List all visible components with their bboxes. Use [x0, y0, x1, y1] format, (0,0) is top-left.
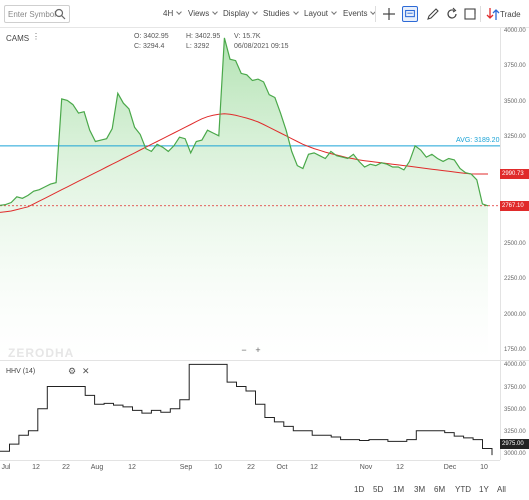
- chevron-down-icon: [252, 9, 259, 15]
- price-y-tick: 3250.00: [504, 134, 526, 141]
- x-tick: 22: [247, 464, 255, 471]
- symbol-name: CAMS: [6, 34, 30, 43]
- x-tick: 10: [214, 464, 222, 471]
- x-tick: Dec: [443, 464, 457, 471]
- symbol-menu-icon[interactable]: ⋮: [32, 32, 40, 41]
- x-tick: Jul: [1, 464, 11, 471]
- search-icon[interactable]: [54, 8, 66, 20]
- range-button-ytd[interactable]: YTD: [455, 485, 471, 494]
- price-y-tick: 4000.00: [504, 27, 526, 34]
- zoom-out-button[interactable]: −: [241, 345, 247, 355]
- price-y-tick: 2000.00: [504, 311, 526, 318]
- ohlc-high: H: 3402.95: [186, 33, 221, 40]
- studies-menu[interactable]: Studies: [263, 9, 299, 18]
- views-menu[interactable]: Views: [188, 9, 219, 18]
- price-y-tick: 3750.00: [504, 63, 526, 70]
- ohlc-close: C: 3294.4: [134, 43, 165, 50]
- chevron-down-icon: [292, 9, 299, 15]
- toolbar-divider: [375, 6, 376, 22]
- range-button-1y[interactable]: 1Y: [479, 485, 489, 494]
- x-tick: 10: [480, 464, 488, 471]
- hhv-chart[interactable]: [0, 360, 500, 460]
- price-y-tick: 3500.00: [504, 98, 526, 105]
- fullscreen-icon[interactable]: [462, 6, 478, 22]
- crosshair-icon[interactable]: [381, 6, 397, 22]
- display-menu[interactable]: Display: [223, 9, 259, 18]
- range-button-1m[interactable]: 1M: [393, 485, 405, 494]
- views-label: Views: [188, 9, 210, 18]
- chevron-down-icon: [331, 9, 337, 15]
- trade-label[interactable]: Trade: [500, 10, 521, 19]
- price-y-axis[interactable]: 4000.003750.003500.003250.003000.002750.…: [500, 28, 529, 360]
- interval-dropdown[interactable]: 4H: [163, 9, 183, 18]
- x-tick: 12: [128, 464, 136, 471]
- hhv-y-tick: 3000.00: [504, 450, 526, 457]
- chevron-down-icon: [176, 9, 183, 15]
- events-label: Events: [343, 9, 368, 18]
- zoom-in-button[interactable]: +: [255, 345, 261, 355]
- x-tick: Sep: [179, 464, 193, 471]
- events-menu[interactable]: Events: [343, 9, 377, 18]
- time-x-axis[interactable]: [0, 460, 500, 474]
- hhv-y-tick: 3500.00: [504, 406, 526, 413]
- ma-value-label: 2990.73: [500, 169, 529, 180]
- layout-menu[interactable]: Layout: [304, 9, 337, 18]
- chart-type-icon[interactable]: [402, 6, 418, 22]
- range-button-5d[interactable]: 5D: [373, 485, 384, 494]
- ohlc-volume: V: 15.7K: [234, 33, 261, 40]
- interval-label: 4H: [163, 9, 174, 18]
- zerodha-watermark: ZERODHA: [8, 346, 75, 360]
- refresh-icon[interactable]: [444, 6, 460, 22]
- avg-label: AVG: 3189.20: [456, 136, 500, 144]
- x-tick: Oct: [276, 464, 288, 471]
- hhv-y-tick: 4000.00: [504, 362, 526, 369]
- range-button-6m[interactable]: 6M: [434, 485, 446, 494]
- price-y-tick: 2500.00: [504, 240, 526, 247]
- range-button-1d[interactable]: 1D: [354, 485, 365, 494]
- x-tick: 22: [62, 464, 70, 471]
- studies-label: Studies: [263, 9, 290, 18]
- hhv-last-value: 2975.00: [500, 439, 529, 449]
- toolbar: 4H Views Display Studies Layout Events T…: [0, 0, 529, 28]
- x-tick: 12: [396, 464, 404, 471]
- range-button-all[interactable]: All: [497, 485, 506, 494]
- ohlc-low: L: 3292: [186, 43, 210, 50]
- ohlc-date: 06/08/2021 09:15: [234, 43, 289, 50]
- x-tick: Aug: [90, 464, 104, 471]
- last-price-label: 2767.10: [500, 200, 529, 211]
- range-button-3m[interactable]: 3M: [414, 485, 426, 494]
- trade-icon[interactable]: [485, 6, 501, 22]
- x-tick: Nov: [359, 464, 373, 471]
- display-label: Display: [223, 9, 250, 18]
- hhv-study-pane[interactable]: [0, 360, 500, 460]
- x-tick: 12: [32, 464, 40, 471]
- layout-label: Layout: [304, 9, 329, 18]
- pencil-icon[interactable]: [425, 6, 441, 22]
- price-y-tick: 1750.00: [504, 347, 526, 354]
- hhv-title: HHV (14): [6, 368, 36, 375]
- hhv-y-tick: 3250.00: [504, 428, 526, 435]
- price-y-tick: 2250.00: [504, 276, 526, 283]
- close-icon[interactable]: ✕: [82, 366, 90, 376]
- hhv-y-tick: 3750.00: [504, 384, 526, 391]
- price-line: [0, 37, 489, 207]
- hhv-line: [0, 363, 493, 456]
- chevron-down-icon: [212, 9, 219, 15]
- price-area: [0, 37, 488, 360]
- ohlc-open: O: 3402.95: [134, 33, 169, 40]
- gear-icon[interactable]: ⚙: [68, 366, 77, 376]
- toolbar-divider: [480, 6, 481, 22]
- price-chart[interactable]: [0, 28, 500, 360]
- x-tick: 12: [310, 464, 318, 471]
- symbol-search-input[interactable]: [4, 5, 70, 23]
